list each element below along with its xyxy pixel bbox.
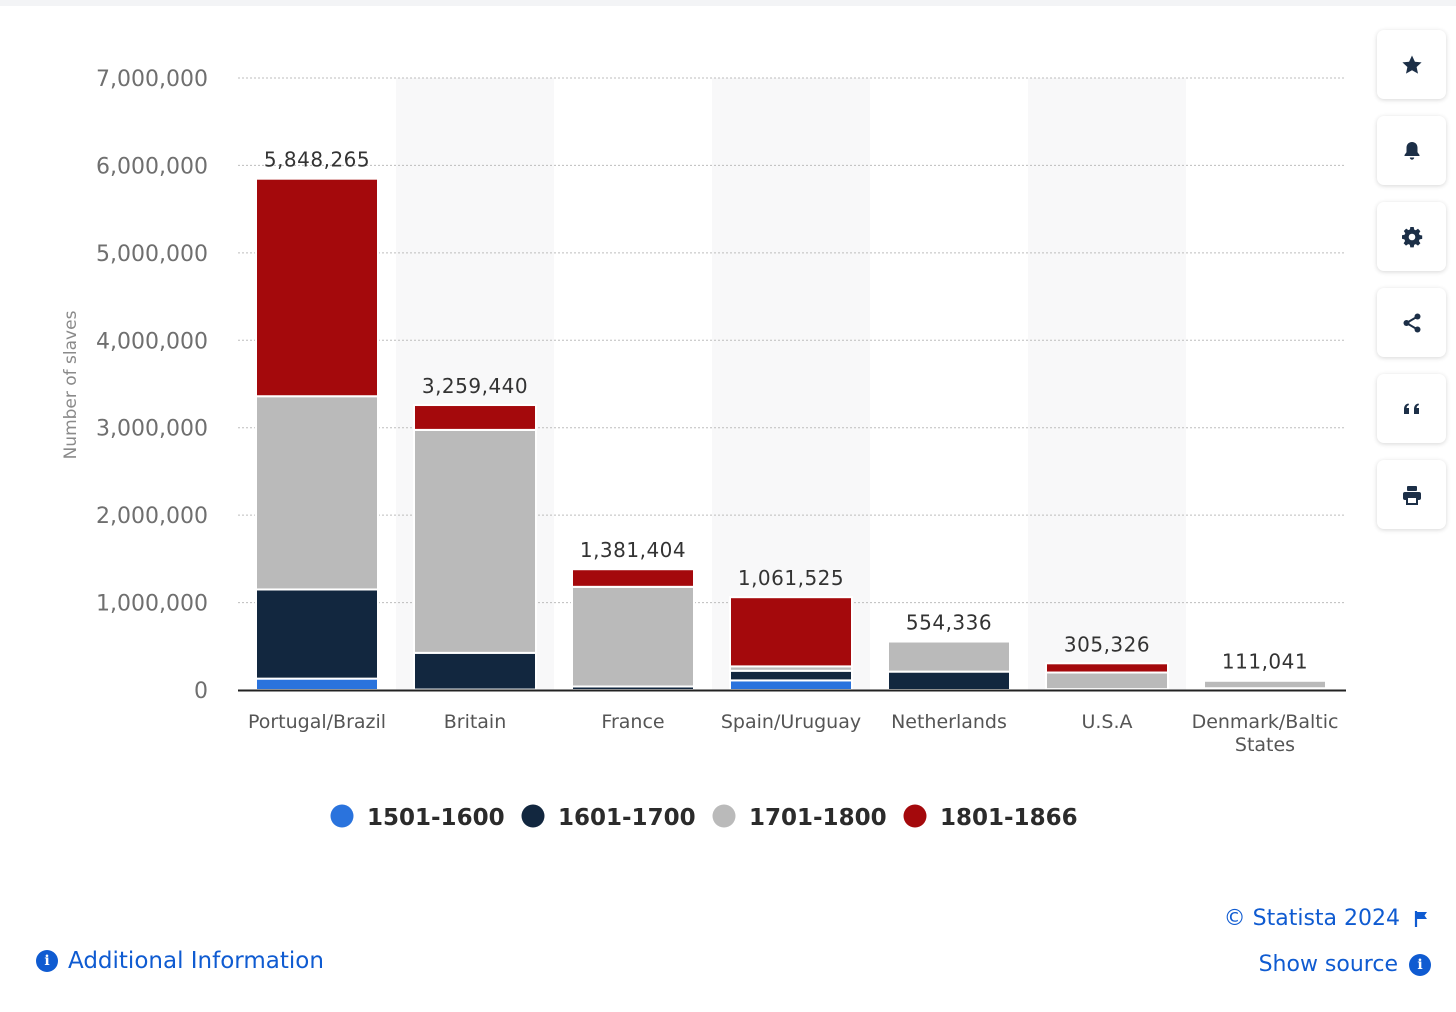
x-tick-label: Portugal/Brazil [248,711,386,733]
total-data-label: 305,326 [1064,632,1150,656]
legend-marker[interactable] [903,804,927,828]
bar-segment[interactable] [571,568,695,588]
total-data-label: 554,336 [906,611,992,635]
copyright-link[interactable]: © Statista 2024 [1223,906,1427,931]
bar-segment[interactable] [255,588,379,680]
category-band [712,78,870,690]
bar-segment[interactable] [1203,679,1327,682]
star-icon [1401,55,1422,74]
bar-segment[interactable] [729,596,853,668]
quote-icon [1403,403,1419,414]
total-data-label: 3,259,440 [422,374,528,398]
share-button[interactable] [1377,288,1446,357]
legend-marker[interactable] [521,804,545,828]
total-data-label: 1,381,404 [580,538,686,562]
print-icon [1402,485,1421,505]
bar-segment[interactable] [413,651,537,691]
favorite-button[interactable] [1377,30,1446,99]
legend-label[interactable]: 1701-1800 [749,805,887,831]
info-icon: i [36,950,58,972]
additional-information-link[interactable]: i Additional Information [36,948,324,974]
bar-segment[interactable] [413,404,537,431]
total-data-label: 1,061,525 [738,566,844,590]
bar-segment[interactable] [1045,662,1169,674]
y-tick-label: 1,000,000 [96,592,208,617]
total-data-label: 5,848,265 [264,148,370,172]
x-tick-label: Spain/Uruguay [721,711,861,733]
bar-segment[interactable] [887,640,1011,673]
x-tick-label: States [1235,734,1295,756]
bar-segment[interactable] [571,585,695,688]
flag-icon[interactable] [1414,910,1430,928]
settings-button[interactable] [1377,202,1446,271]
category-band [1028,78,1186,690]
legend-label[interactable]: 1501-1600 [367,805,505,831]
legend-marker[interactable] [330,804,354,828]
notification-button[interactable] [1377,116,1446,185]
bar-segment[interactable] [413,428,537,654]
top-strip [0,0,1456,6]
total-data-label: 111,041 [1222,649,1308,673]
legend-label[interactable]: 1601-1700 [558,805,696,831]
bar-segment[interactable] [729,679,853,692]
y-tick-label: 6,000,000 [96,154,208,179]
y-tick-label: 3,000,000 [96,417,208,442]
legend-marker[interactable] [712,804,736,828]
bar-segment[interactable] [255,177,379,398]
share-icon [1403,313,1420,332]
print-button[interactable] [1377,460,1446,529]
stacked-bar-chart: 0 1,000,000 2,000,000 3,000,000 4,000,000 5,0… [61,67,1346,831]
legend-label[interactable]: 1801-1866 [940,805,1078,831]
y-tick-label: 5,000,000 [96,242,208,267]
additional-information-label: Additional Information [68,948,324,974]
x-tick-label: Netherlands [891,711,1007,733]
y-tick-label: 0 [194,679,208,704]
bar-segment[interactable] [255,395,379,591]
bell-icon [1404,141,1419,160]
cite-button[interactable] [1377,374,1446,443]
x-tick-label: U.S.A [1081,711,1132,733]
x-tick-label: Denmark/Baltic [1192,711,1339,733]
show-source-link[interactable]: Show source i [1258,952,1431,977]
copyright-text: © Statista 2024 [1223,906,1400,931]
x-tick-label: France [601,711,664,733]
x-tick-label: Britain [444,711,507,733]
gear-icon [1401,226,1422,247]
y-axis-label: Number of slaves [61,310,81,459]
show-source-label: Show source [1258,952,1398,977]
side-toolbar [1377,30,1448,546]
y-tick-label: 2,000,000 [96,504,208,529]
bar-segment[interactable] [729,669,853,682]
y-tick-label: 7,000,000 [96,67,208,92]
bar-segment[interactable] [1045,671,1169,691]
y-tick-label: 4,000,000 [96,329,208,354]
info-icon: i [1409,954,1431,976]
bar-segment[interactable] [255,677,379,691]
bar-segment[interactable] [887,670,1011,692]
